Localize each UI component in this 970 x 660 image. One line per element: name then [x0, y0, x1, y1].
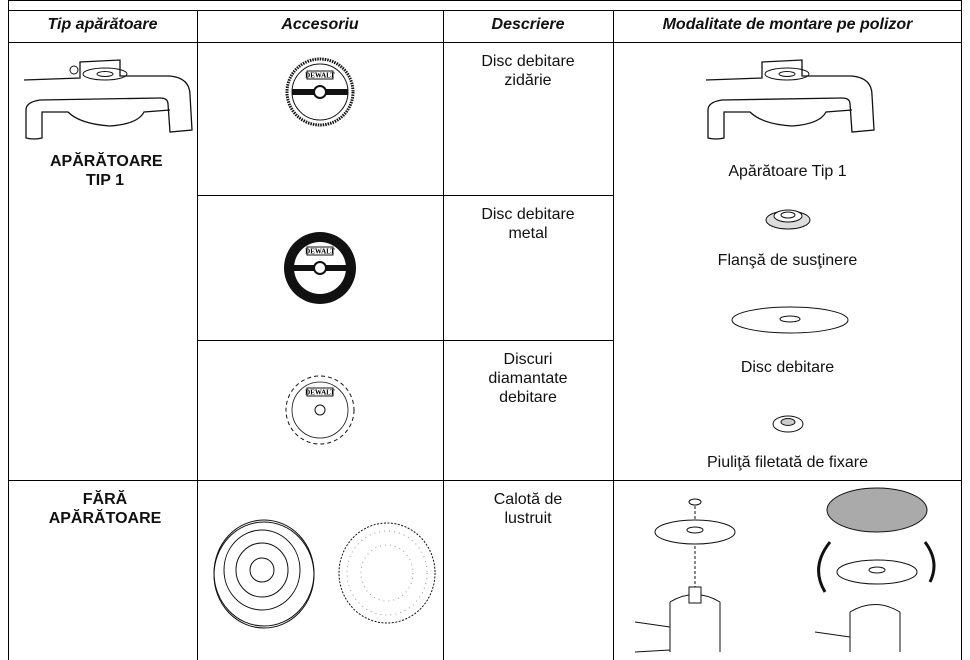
- brand-logo: DEWALT: [305, 248, 335, 256]
- accessory-description: Disc debitare zidărie: [481, 53, 575, 89]
- brand-logo: DEWALT: [305, 389, 335, 397]
- rule: [8, 0, 962, 1]
- disc-illustration: [730, 305, 850, 335]
- flange-illustration: [765, 205, 811, 231]
- accessory-description: Calotă de lustruit: [493, 491, 563, 527]
- rule: [197, 10, 198, 660]
- column-header: Accesoriu: [281, 16, 359, 33]
- accessory-description: Disc debitare metal: [481, 206, 575, 242]
- masonry-disc: DEWALT: [285, 57, 355, 127]
- rule: [8, 10, 962, 11]
- rule: [443, 10, 444, 660]
- rule: [197, 195, 613, 196]
- brand-logo: DEWALT: [305, 72, 335, 80]
- guard-illustration: [702, 50, 872, 145]
- column-header: Tip apărătoare: [47, 16, 158, 33]
- polishing-assembly: [615, 482, 961, 660]
- polishing-pads: [212, 518, 437, 638]
- guard-type: FĂRĂ APĂRĂTOARE: [48, 491, 162, 527]
- mounting-step: Disc debitare: [740, 359, 835, 376]
- rule: [613, 10, 614, 660]
- rule: [197, 340, 613, 341]
- metal-disc: DEWALT: [284, 232, 356, 304]
- diamond-disc: DEWALT: [282, 372, 358, 448]
- mounting-step: Piuliţă filetată de fixare: [707, 454, 868, 471]
- rule: [8, 480, 962, 481]
- mounting-step: Flanşă de susţinere: [717, 252, 858, 269]
- mounting-step: Apărătoare Tip 1: [728, 163, 847, 180]
- column-header: Descriere: [491, 16, 565, 33]
- nut-illustration: [772, 412, 804, 434]
- rule: [8, 0, 9, 660]
- guard-type: APĂRĂTOARE TIP 1: [50, 153, 163, 189]
- accessory-description: Discuri diamantate debitare: [488, 351, 568, 406]
- rule: [961, 0, 962, 660]
- guard-illustration: [20, 50, 190, 145]
- rule: [8, 42, 962, 43]
- column-header: Modalitate de montare pe polizor: [662, 16, 913, 33]
